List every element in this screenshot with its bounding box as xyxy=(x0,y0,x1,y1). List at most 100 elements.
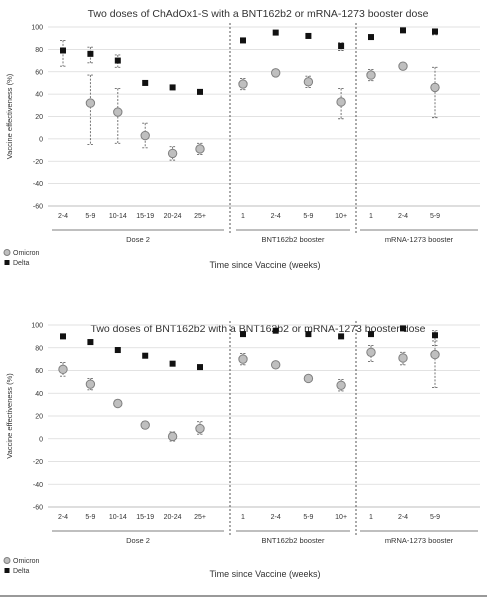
delta-point xyxy=(60,47,66,54)
x-tick-label: 1 xyxy=(369,213,373,220)
omicron-point xyxy=(140,130,150,141)
y-tick-label: -20 xyxy=(33,159,43,166)
omicron-point xyxy=(167,148,178,159)
delta-point xyxy=(240,37,246,44)
delta-point xyxy=(400,27,406,34)
legend-label: Omicron xyxy=(13,250,40,257)
delta-point xyxy=(338,43,345,50)
omicron-point xyxy=(140,420,150,430)
omicron-point xyxy=(271,360,281,370)
y-tick-label: 0 xyxy=(39,436,43,443)
omicron-point xyxy=(336,380,346,390)
omicron-point xyxy=(238,354,248,364)
x-tick-label: 2-4 xyxy=(398,514,408,521)
x-tick-label: 5-9 xyxy=(85,514,95,521)
delta-point xyxy=(368,331,374,338)
omicron-point xyxy=(398,353,408,363)
y-tick-label: 100 xyxy=(31,323,43,330)
x-tick-label: 25+ xyxy=(194,213,206,220)
y-axis-label: Vaccine effectiveness (%) xyxy=(5,73,14,159)
omicron-point xyxy=(366,347,376,357)
delta-point xyxy=(169,360,176,367)
omicron-point xyxy=(85,98,96,108)
group-label: Dose 2 xyxy=(126,536,150,545)
legend-delta-marker xyxy=(4,260,10,265)
delta-point xyxy=(87,339,94,346)
omicron-point xyxy=(113,107,123,117)
delta-point xyxy=(142,79,149,86)
delta-point xyxy=(169,84,176,91)
delta-point xyxy=(197,364,203,371)
delta-point xyxy=(432,28,438,35)
y-tick-label: 20 xyxy=(35,114,43,121)
group-label: mRNA-1273 booster xyxy=(385,235,454,244)
y-tick-label: -40 xyxy=(33,181,43,188)
x-tick-label: 10+ xyxy=(335,213,347,220)
x-axis-label: Time since Vaccine (weeks) xyxy=(209,260,320,270)
x-tick-label: 1 xyxy=(369,514,373,521)
legend-label: Delta xyxy=(13,260,29,267)
y-tick-label: 80 xyxy=(35,345,43,352)
y-tick-label: 40 xyxy=(35,391,43,398)
y-tick-label: 40 xyxy=(35,92,43,99)
y-tick-label: 20 xyxy=(35,414,43,421)
delta-point xyxy=(60,333,66,340)
delta-point xyxy=(197,88,203,95)
legend-label: Omicron xyxy=(13,558,40,565)
chart-title: Two doses of ChAdOx1-S with a BNT162b2 o… xyxy=(88,8,429,20)
x-axis-label: Time since Vaccine (weeks) xyxy=(209,569,320,579)
delta-point xyxy=(142,352,149,359)
x-tick-label: 5-9 xyxy=(430,514,440,521)
delta-point xyxy=(240,331,246,338)
group-label: mRNA-1273 booster xyxy=(385,536,454,545)
delta-point xyxy=(114,347,121,354)
omicron-point xyxy=(195,144,205,154)
chart-title: Two doses of BNT162b2 with a BNT162b2 or… xyxy=(90,323,425,335)
x-tick-label: 1 xyxy=(241,213,245,220)
delta-point xyxy=(114,57,121,64)
y-tick-label: 80 xyxy=(35,47,43,54)
x-tick-label: 5-9 xyxy=(430,213,440,220)
y-tick-label: -60 xyxy=(33,204,43,211)
group-label: BNT162b2 booster xyxy=(262,536,325,545)
omicron-point xyxy=(58,364,68,375)
x-tick-label: 2-4 xyxy=(58,514,68,521)
omicron-point xyxy=(398,61,408,71)
y-tick-label: 100 xyxy=(31,25,43,32)
y-tick-label: 60 xyxy=(35,368,43,375)
x-tick-label: 10+ xyxy=(335,514,347,521)
x-tick-label: 2-4 xyxy=(398,213,408,220)
x-tick-label: 20-24 xyxy=(164,514,182,521)
delta-point xyxy=(272,29,279,36)
delta-point xyxy=(400,325,406,332)
y-tick-label: -20 xyxy=(33,459,43,466)
x-tick-label: 5-9 xyxy=(303,514,313,521)
group-label: BNT162b2 booster xyxy=(262,235,325,244)
legend-omicron-marker xyxy=(3,249,11,256)
y-tick-label: 60 xyxy=(35,69,43,76)
x-tick-label: 10-14 xyxy=(109,514,127,521)
omicron-point xyxy=(167,431,178,442)
y-axis-label: Vaccine effectiveness (%) xyxy=(5,373,14,459)
omicron-point xyxy=(336,97,346,107)
y-tick-label: -60 xyxy=(33,505,43,512)
omicron-point xyxy=(85,379,96,389)
chart-bnt162b2: Two doses of BNT162b2 with a BNT162b2 or… xyxy=(3,321,480,579)
delta-point xyxy=(368,34,374,41)
chart-chadox1: Two doses of ChAdOx1-S with a BNT162b2 o… xyxy=(3,8,480,270)
x-tick-label: 15-19 xyxy=(136,514,154,521)
omicron-point xyxy=(303,77,314,87)
x-tick-label: 15-19 xyxy=(136,213,154,220)
y-tick-label: 0 xyxy=(39,136,43,143)
y-tick-label: -40 xyxy=(33,482,43,489)
delta-point xyxy=(305,32,312,39)
x-tick-label: 5-9 xyxy=(303,213,313,220)
omicron-point xyxy=(113,398,123,409)
omicron-point xyxy=(430,349,440,360)
delta-point xyxy=(272,327,279,334)
x-tick-label: 25+ xyxy=(194,514,206,521)
omicron-point xyxy=(430,82,440,93)
group-label: Dose 2 xyxy=(126,235,150,244)
x-tick-label: 2-4 xyxy=(271,514,281,521)
bottom-rule xyxy=(0,595,487,597)
